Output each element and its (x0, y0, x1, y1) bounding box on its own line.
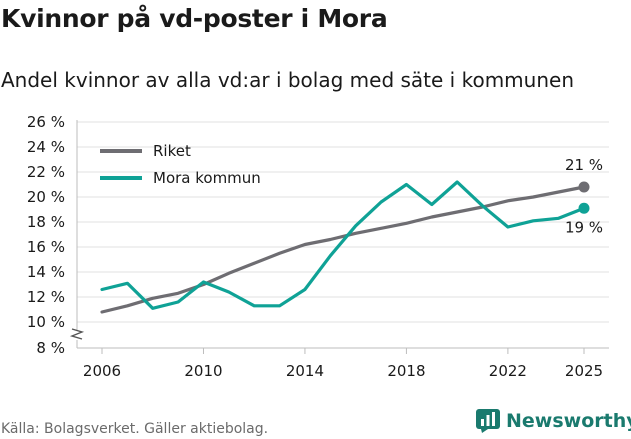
axis-break-icon (69, 328, 85, 340)
y-tick-label: 14 % (27, 263, 65, 281)
x-tick-label: 2025 (565, 362, 603, 380)
grid-lines (77, 121, 609, 323)
y-tick-label: 18 % (27, 213, 65, 231)
end-labels: 21 % 19 % (565, 156, 603, 236)
series-line-mora (100, 180, 586, 310)
legend: Riket Mora kommun (100, 142, 261, 187)
y-tick-label: 20 % (27, 188, 65, 206)
bar-chart-icon (476, 409, 500, 433)
legend-label: Mora kommun (153, 169, 261, 187)
end-value-label: 21 % (565, 156, 603, 174)
y-tick-label: 16 % (27, 238, 65, 256)
y-tick-label: 10 % (27, 313, 65, 331)
chart-subtitle: Andel kvinnor av alla vd:ar i bolag med … (1, 68, 574, 92)
newsworthy-logo[interactable]: Newsworthy (476, 409, 631, 433)
y-tick-label: 22 % (27, 163, 65, 181)
x-tick-label: 2014 (286, 362, 324, 380)
y-tick-label: 8 % (36, 339, 65, 357)
series-lines (100, 180, 586, 314)
x-tick-label: 2018 (387, 362, 425, 380)
end-value-label: 19 % (565, 218, 603, 236)
x-tick-label: 2010 (184, 362, 222, 380)
page-title: Kvinnor på vd-poster i Mora (1, 4, 388, 33)
source-note: Källa: Bolagsverket. Gäller aktiebolag. (1, 421, 269, 437)
axes: 8 % 10 % 12 % 14 % 16 % 18 % 20 % 22 % 24 % 26 % 2… (27, 113, 609, 380)
end-point-marker (578, 202, 590, 214)
x-tick-label: 2006 (83, 362, 121, 380)
brand-name: Newsworthy (506, 410, 631, 432)
end-point-marker (578, 181, 590, 193)
y-tick-label: 12 % (27, 288, 65, 306)
legend-label: Riket (153, 142, 191, 160)
y-tick-label: 24 % (27, 138, 65, 156)
x-tick-label: 2022 (489, 362, 527, 380)
y-tick-label: 26 % (27, 113, 65, 131)
series-line-riket (100, 185, 586, 314)
